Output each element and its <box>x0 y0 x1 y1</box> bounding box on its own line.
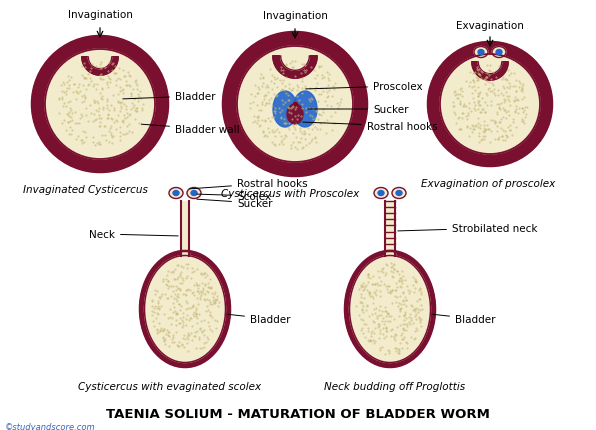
Text: Exvagination: Exvagination <box>456 21 524 31</box>
Polygon shape <box>88 58 111 70</box>
Text: Neck: Neck <box>89 230 178 240</box>
Text: Scolex: Scolex <box>197 191 271 202</box>
Circle shape <box>45 50 155 160</box>
Ellipse shape <box>374 188 388 199</box>
Text: Cysticercus with evaginated scolex: Cysticercus with evaginated scolex <box>79 381 262 391</box>
Polygon shape <box>385 208 395 214</box>
Polygon shape <box>385 232 395 238</box>
Text: Cysticercus with Proscolex: Cysticercus with Proscolex <box>221 189 359 199</box>
Text: Rostral hooks: Rostral hooks <box>303 122 437 132</box>
Circle shape <box>32 37 168 172</box>
Circle shape <box>428 43 552 166</box>
Text: Sucker: Sucker <box>197 199 272 209</box>
Polygon shape <box>385 238 395 244</box>
Ellipse shape <box>345 252 435 367</box>
Polygon shape <box>385 214 395 220</box>
Polygon shape <box>281 57 309 71</box>
Text: Invagination: Invagination <box>263 11 327 21</box>
Polygon shape <box>273 57 317 79</box>
Text: Sucker: Sucker <box>308 105 408 115</box>
Ellipse shape <box>140 252 230 367</box>
Circle shape <box>440 55 540 155</box>
Circle shape <box>223 33 367 177</box>
Polygon shape <box>82 58 118 76</box>
Text: Invagination: Invagination <box>67 10 132 20</box>
Ellipse shape <box>273 92 297 128</box>
Polygon shape <box>385 250 395 256</box>
Text: Neck budding off Proglottis: Neck budding off Proglottis <box>324 381 465 391</box>
Polygon shape <box>472 63 508 81</box>
Text: Exvagination of proscolex: Exvagination of proscolex <box>421 178 555 189</box>
Text: Proscolex: Proscolex <box>306 82 423 92</box>
Ellipse shape <box>144 256 225 362</box>
Ellipse shape <box>478 50 484 55</box>
Polygon shape <box>479 63 502 74</box>
Text: ©studyandscore.com: ©studyandscore.com <box>5 423 95 430</box>
Ellipse shape <box>492 47 506 58</box>
Circle shape <box>237 47 353 163</box>
Polygon shape <box>385 202 395 208</box>
Ellipse shape <box>496 50 502 55</box>
Text: Bladder: Bladder <box>228 314 290 324</box>
Ellipse shape <box>474 47 488 58</box>
Ellipse shape <box>173 191 179 196</box>
Text: Rostral hooks: Rostral hooks <box>190 178 308 189</box>
Text: Invaginated Cysticercus: Invaginated Cysticercus <box>23 184 147 194</box>
Ellipse shape <box>378 191 384 196</box>
Text: TAENIA SOLIUM - MATURATION OF BLADDER WORM: TAENIA SOLIUM - MATURATION OF BLADDER WO… <box>106 408 490 421</box>
Polygon shape <box>385 226 395 232</box>
Ellipse shape <box>396 191 402 196</box>
Polygon shape <box>385 244 395 250</box>
Ellipse shape <box>349 256 430 362</box>
Ellipse shape <box>287 105 303 125</box>
Text: Bladder wall: Bladder wall <box>141 125 240 135</box>
Polygon shape <box>181 202 189 256</box>
Text: Bladder: Bladder <box>123 92 216 102</box>
Ellipse shape <box>169 188 183 199</box>
Text: Strobilated neck: Strobilated neck <box>398 224 538 233</box>
Ellipse shape <box>191 191 197 196</box>
Ellipse shape <box>187 188 201 199</box>
Polygon shape <box>385 220 395 226</box>
Ellipse shape <box>293 92 317 128</box>
Ellipse shape <box>392 188 406 199</box>
Text: Bladder: Bladder <box>433 314 495 324</box>
